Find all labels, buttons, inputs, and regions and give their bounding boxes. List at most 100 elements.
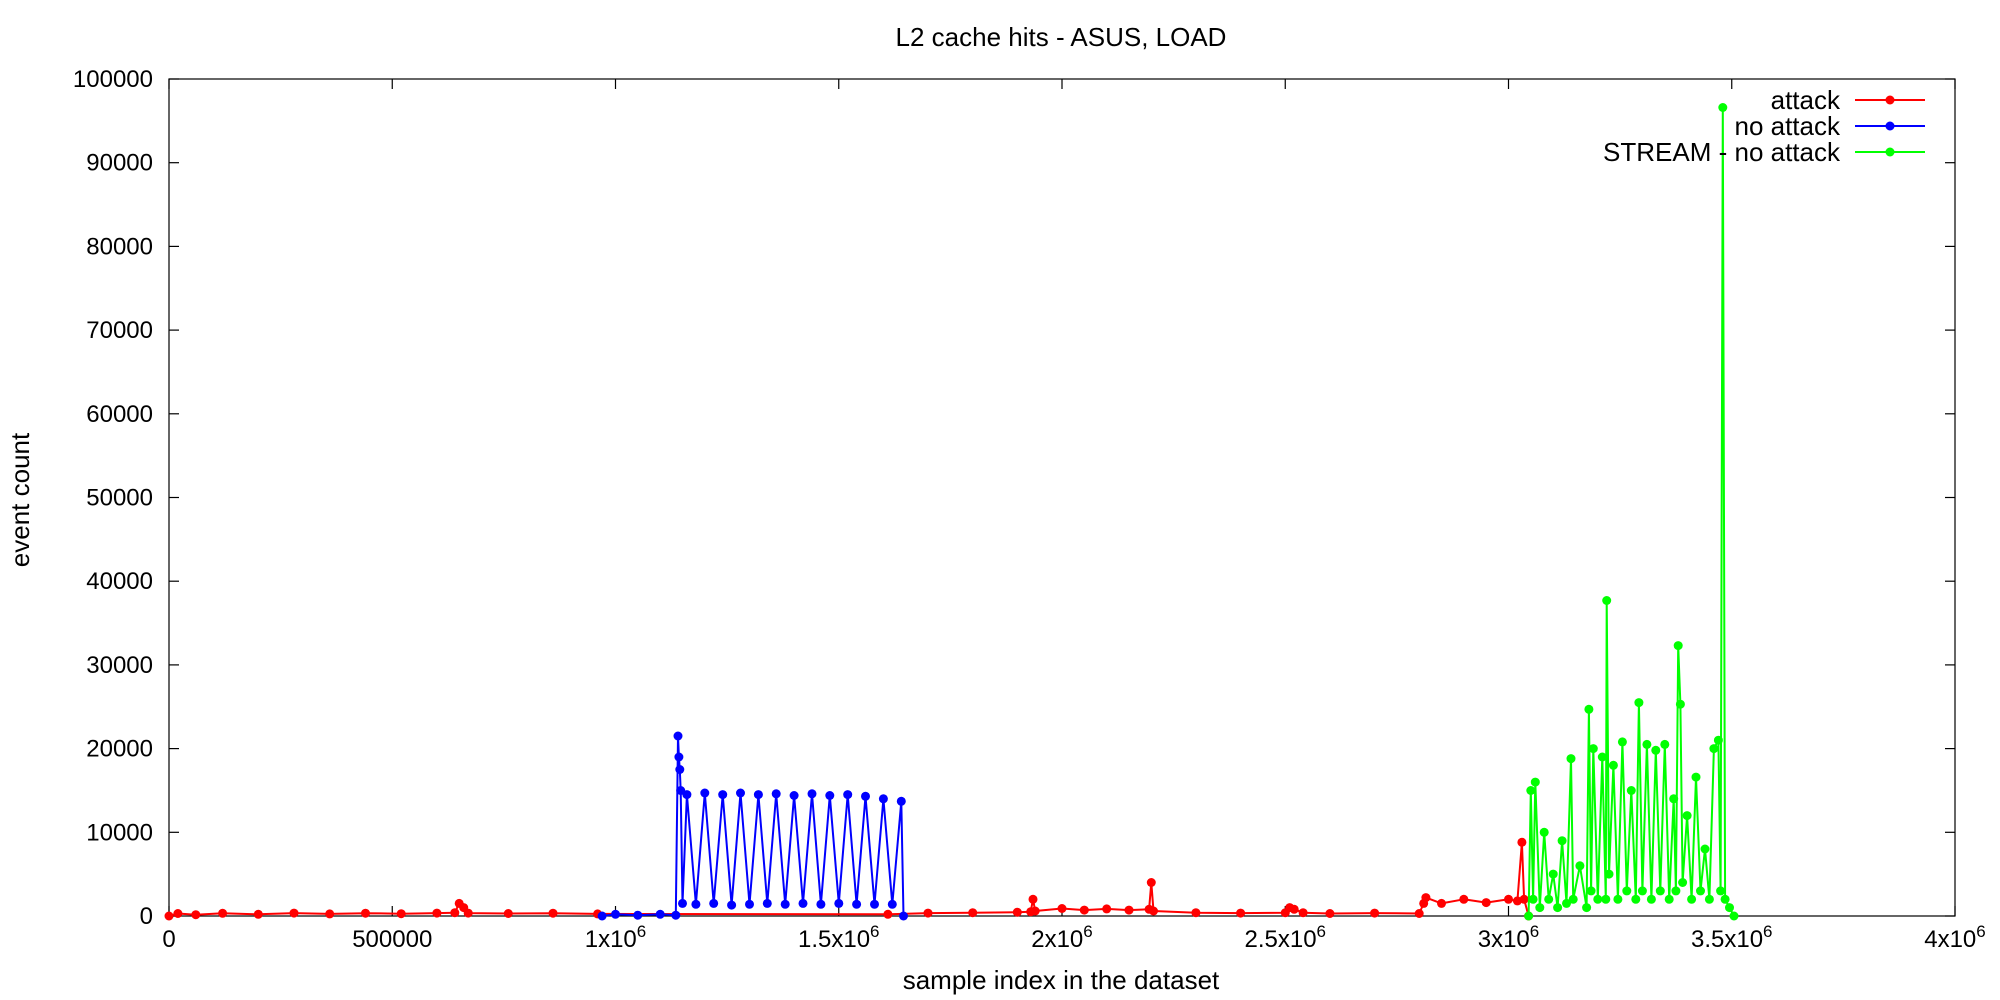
x-tick-label: 3.5x106: [1691, 922, 1773, 953]
data-point: [1030, 906, 1040, 916]
x-axis-label: sample index in the dataset: [903, 965, 1220, 995]
data-point: [1687, 894, 1697, 904]
data-point: [1602, 596, 1612, 605]
y-axis: 0 10000 20000 30000 40000 50000 60000 70000 8000…: [73, 66, 1955, 930]
data-point: [1675, 699, 1685, 709]
data-point: [727, 900, 737, 910]
data-point: [878, 794, 888, 804]
data-point: [1729, 911, 1739, 921]
data-point: [1617, 737, 1627, 747]
data-point: [1700, 844, 1710, 854]
data-point: [191, 910, 201, 920]
data-point: [1634, 698, 1644, 708]
x-tick-label: 500000: [352, 926, 432, 953]
data-point: [816, 899, 826, 909]
data-point: [164, 911, 174, 921]
data-point: [674, 752, 684, 762]
data-point: [923, 908, 933, 918]
data-point: [1586, 886, 1596, 896]
data-point: [1622, 886, 1632, 896]
data-point: [655, 909, 665, 919]
data-point: [1370, 908, 1380, 918]
data-point: [1582, 903, 1592, 913]
data-point: [1544, 894, 1554, 904]
series-line: [168, 841, 1530, 917]
data-point: [1526, 786, 1536, 795]
legend-item: STREAM - no attack: [1603, 137, 1925, 167]
data-point: [700, 788, 710, 798]
legend-marker: [1885, 147, 1895, 157]
series-attack: [164, 837, 1534, 921]
data-point: [1720, 894, 1730, 904]
data-point: [1535, 903, 1545, 913]
data-point: [1057, 904, 1067, 913]
plot-border: [168, 78, 1956, 917]
data-point: [825, 791, 835, 800]
data-point: [753, 790, 763, 800]
data-point: [843, 790, 853, 800]
legend-label: no attack: [1734, 111, 1841, 141]
y-tick-label: 50000: [86, 485, 153, 512]
data-point: [1704, 894, 1714, 904]
y-tick-label: 100000: [73, 66, 153, 93]
data-point: [1682, 811, 1692, 821]
data-point: [1713, 735, 1723, 745]
data-point: [798, 898, 808, 908]
plot-area: [168, 78, 1956, 917]
x-axis: 0 500000 1x106 1.5x106 2x106 2.5x106 3x106 3.5x…: [162, 79, 1986, 953]
data-point: [1709, 744, 1719, 754]
data-point: [1562, 898, 1571, 908]
data-point: [1631, 894, 1641, 904]
data-point: [718, 790, 728, 800]
data-point: [1691, 772, 1701, 782]
data-point: [671, 910, 681, 920]
y-tick-label: 10000: [86, 819, 153, 846]
x-tick-label: 4x106: [1924, 922, 1986, 953]
y-tick-label: 30000: [86, 652, 153, 679]
data-point: [1102, 904, 1112, 914]
x-tick-label: 1x106: [585, 922, 647, 953]
data-point: [1298, 908, 1308, 918]
data-point: [1548, 869, 1558, 879]
data-point: [1236, 908, 1246, 918]
data-point: [1414, 909, 1424, 918]
x-tick-label: 2x106: [1031, 922, 1093, 953]
y-axis-label: event count: [5, 432, 35, 567]
data-point: [1646, 894, 1656, 904]
data-point: [896, 796, 906, 806]
data-point: [1696, 886, 1705, 896]
data-point: [1651, 745, 1661, 755]
series-stream-no-attack: [1524, 103, 1739, 921]
data-point: [678, 898, 687, 908]
data-point: [1673, 641, 1683, 651]
data-point: [325, 909, 335, 919]
y-tick-label: 80000: [86, 233, 153, 260]
data-point: [834, 898, 844, 908]
y-tick-label: 70000: [86, 317, 153, 344]
data-point: [852, 899, 862, 909]
data-point: [1669, 794, 1679, 804]
data-point: [1566, 754, 1576, 764]
data-point: [675, 765, 685, 774]
data-point: [1539, 827, 1549, 837]
data-point: [253, 909, 263, 919]
data-point: [1012, 907, 1022, 917]
data-point: [1079, 905, 1089, 915]
data-point: [1568, 894, 1578, 904]
legend-marker: [1885, 95, 1895, 105]
data-point: [1601, 894, 1611, 904]
y-tick-label: 40000: [86, 568, 153, 595]
data-point: [1459, 894, 1469, 904]
data-point: [1124, 905, 1134, 915]
legend-label: attack: [1771, 85, 1841, 115]
data-point: [887, 899, 897, 909]
data-point: [218, 908, 228, 918]
data-point: [1655, 886, 1665, 896]
data-point: [1149, 906, 1158, 916]
data-point: [780, 899, 790, 909]
data-point: [1604, 869, 1614, 879]
data-point: [1553, 903, 1563, 913]
data-point: [597, 911, 607, 921]
